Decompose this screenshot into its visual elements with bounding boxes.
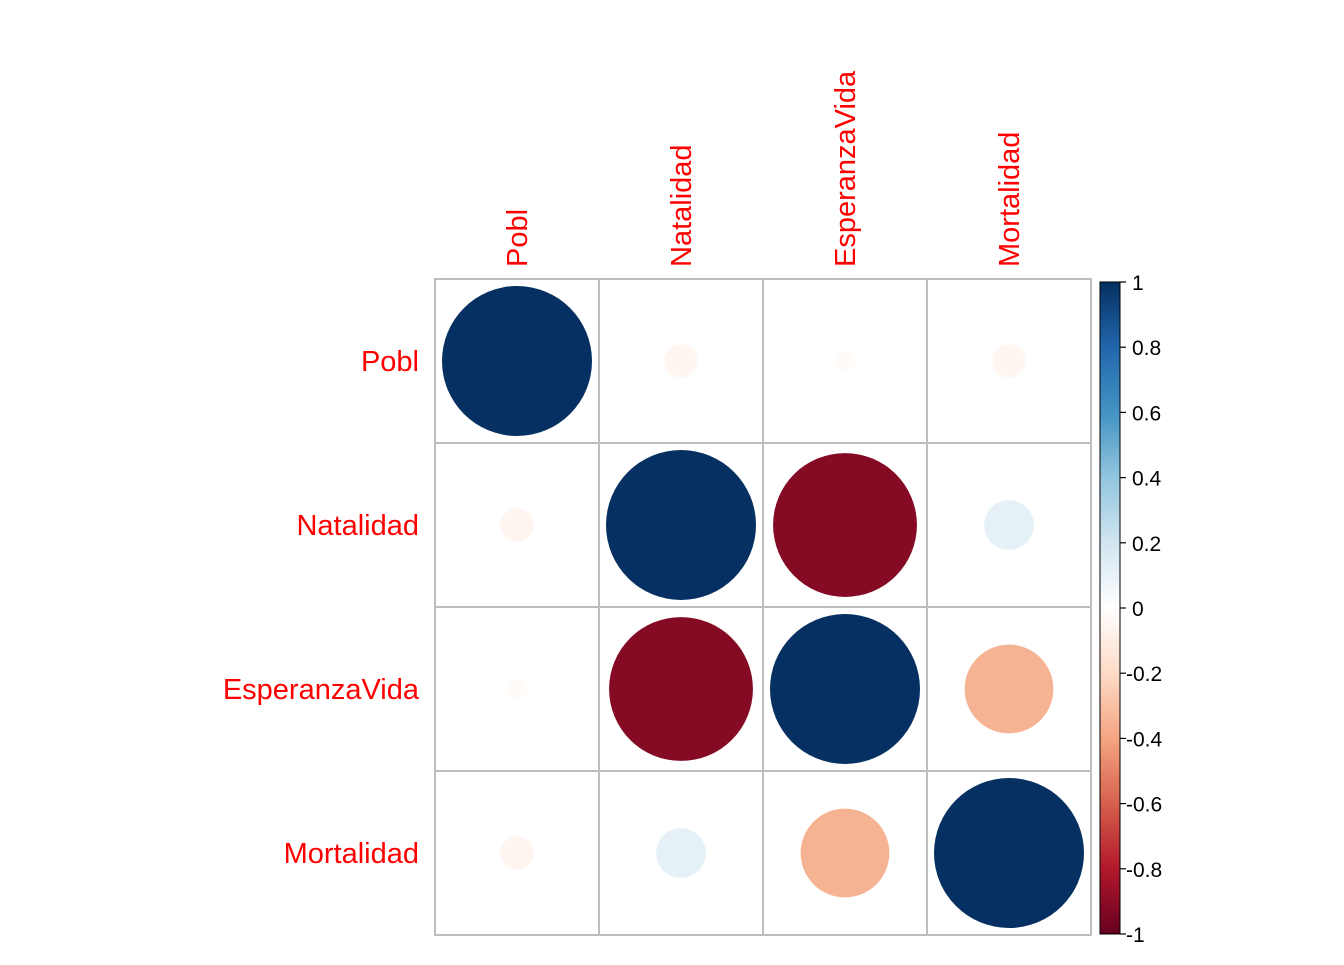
correlation-circle-EsperanzaVida-Mortalidad <box>964 644 1054 734</box>
correlation-circle-Pobl-Mortalidad <box>992 344 1026 378</box>
colorbar-legend: 1 0.8 0.6 0.4 0.2 0 -0.2 -0.4 -0.6 -0.8 -1 <box>1099 272 1163 947</box>
colorbar-tick-label: -0.8 <box>1126 859 1162 882</box>
colorbar-tick-label: -0.6 <box>1126 794 1162 817</box>
correlation-circle-Pobl-EsperanzaVida <box>834 350 856 372</box>
correlation-circle-Mortalidad-Pobl <box>500 836 534 870</box>
column-labels: Pobl Natalidad EsperanzaVida Mortalidad <box>502 70 1026 267</box>
row-label: Natalidad <box>296 510 419 542</box>
correlation-circle-Mortalidad-Natalidad <box>656 828 706 878</box>
colorbar-tick-label: -0.4 <box>1126 728 1163 751</box>
correlation-circle-Pobl-Pobl <box>442 286 592 436</box>
correlation-circle-EsperanzaVida-EsperanzaVida <box>770 614 920 764</box>
correlation-circle-Natalidad-EsperanzaVida <box>773 453 917 597</box>
correlation-circle-EsperanzaVida-Natalidad <box>609 617 753 761</box>
correlation-circles <box>442 286 1084 928</box>
colorbar-tick-label: -1 <box>1126 924 1145 947</box>
colorbar-tick-label: 0.2 <box>1132 533 1161 556</box>
column-label: Pobl <box>502 209 534 267</box>
correlation-circle-Natalidad-Natalidad <box>606 450 756 600</box>
grid-cell <box>598 770 764 936</box>
colorbar-scale <box>1099 281 1121 935</box>
grid-cell <box>926 442 1092 608</box>
column-label: EsperanzaVida <box>830 70 862 267</box>
correlation-circle-Pobl-Natalidad <box>664 344 698 378</box>
correlation-circle-Mortalidad-EsperanzaVida <box>800 808 890 898</box>
colorbar-tick-label: 0.8 <box>1132 337 1161 360</box>
column-label: Natalidad <box>666 144 698 267</box>
colorbar-tick-label: -0.2 <box>1126 663 1162 686</box>
colorbar-tick-label: 0.4 <box>1132 468 1162 491</box>
correlation-circle-Natalidad-Mortalidad <box>984 500 1034 550</box>
row-label: EsperanzaVida <box>223 674 420 706</box>
correlation-circle-Mortalidad-Mortalidad <box>934 778 1084 928</box>
colorbar-tick-label: 1 <box>1132 272 1144 295</box>
colorbar-tick-label: 0 <box>1132 598 1144 621</box>
colorbar-tick-label: 0.6 <box>1132 402 1161 425</box>
row-labels: Pobl Natalidad EsperanzaVida Mortalidad <box>223 346 420 870</box>
correlation-circle-Natalidad-Pobl <box>500 508 534 542</box>
row-label: Mortalidad <box>284 838 419 870</box>
correlation-circle-EsperanzaVida-Pobl <box>506 678 528 700</box>
column-label: Mortalidad <box>994 132 1026 267</box>
row-label: Pobl <box>361 346 419 378</box>
